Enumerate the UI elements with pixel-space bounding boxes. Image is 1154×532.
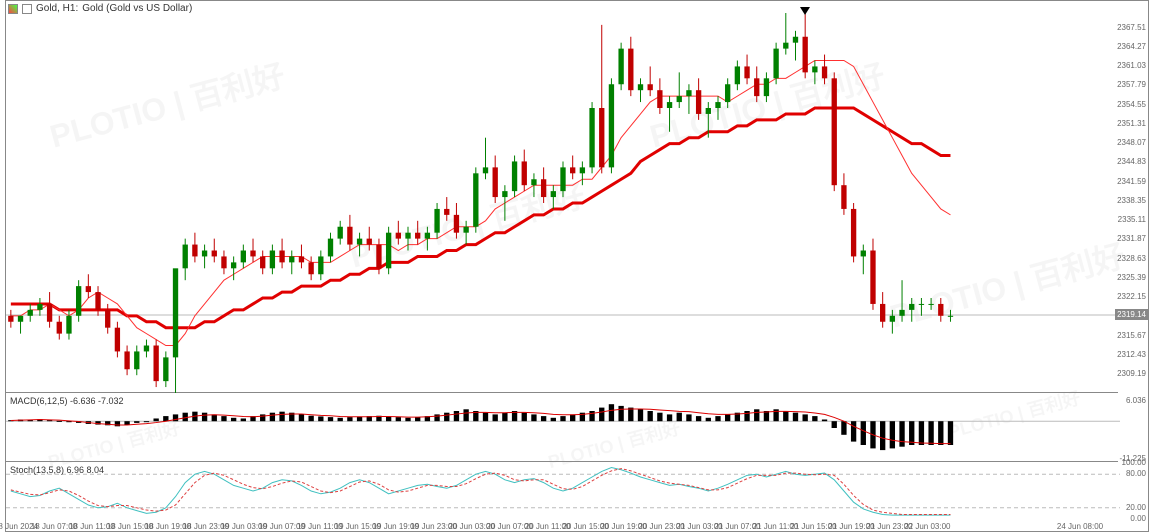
price-ytick: 2348.07	[1117, 138, 1146, 147]
price-ytick: 2338.35	[1117, 196, 1146, 205]
price-chart-svg	[6, 13, 1120, 393]
price-ytick: 2335.11	[1118, 215, 1146, 224]
chart-container: Gold, H1: Gold (Gold vs US Dollar) PLOTI…	[5, 0, 1149, 532]
macd-y-axis: 6.036-11.225	[1118, 394, 1148, 462]
price-ytick: 2312.43	[1117, 350, 1146, 359]
x-axis-label: 22 Jun 03:00	[904, 522, 950, 531]
macd-label: MACD(6,12,5) -6.636 -7.032	[10, 396, 124, 406]
x-axis-label: 24 Jun 08:00	[1057, 522, 1103, 531]
price-ytick: 2367.51	[1117, 23, 1146, 32]
time-axis: 18 Jun 202418 Jun 07:0018 Jun 11:0018 Ju…	[6, 519, 1118, 531]
price-ytick: 2364.27	[1117, 42, 1146, 51]
macd-panel[interactable]: MACD(6,12,5) -6.636 -7.032	[6, 394, 1118, 462]
price-ytick: 2309.19	[1117, 369, 1146, 378]
stoch-label: Stoch(13,5,8) 6.96 8.04	[10, 465, 104, 475]
price-ytick: 2344.83	[1117, 157, 1146, 166]
price-ytick: 2328.63	[1117, 254, 1146, 263]
zoom-icon[interactable]	[8, 4, 18, 14]
price-ytick: 2351.31	[1117, 119, 1146, 128]
price-ytick: 2325.39	[1117, 273, 1146, 282]
stoch-ytick: 100.00	[1122, 458, 1146, 467]
chart-type-icon[interactable]	[22, 4, 32, 14]
price-y-axis: 2309.19 2312.43 2315.67 2319.14 2322.15 2325.…	[1118, 13, 1148, 393]
macd-ytick: 6.036	[1126, 396, 1146, 405]
price-ytick: 2331.87	[1117, 234, 1146, 243]
price-ytick: 2315.67	[1117, 331, 1146, 340]
current-price-tag: 2319.14	[1115, 309, 1148, 320]
stoch-ytick: 20.00	[1126, 503, 1146, 512]
stoch-svg	[6, 463, 1120, 519]
down-arrow-marker	[800, 7, 810, 15]
price-chart-panel[interactable]	[6, 13, 1118, 393]
price-ytick: 2361.03	[1117, 61, 1146, 70]
price-ytick: 2322.15	[1117, 292, 1146, 301]
price-ytick: 2357.79	[1117, 80, 1146, 89]
price-ytick: 2354.55	[1117, 100, 1146, 109]
stoch-y-axis: 0.0020.0080.00100.00	[1118, 463, 1148, 519]
price-ytick: 2341.59	[1117, 177, 1146, 186]
macd-svg	[6, 394, 1120, 462]
stoch-ytick: 0.00	[1130, 514, 1146, 523]
stoch-panel[interactable]: Stoch(13,5,8) 6.96 8.04	[6, 463, 1118, 519]
stoch-ytick: 80.00	[1126, 469, 1146, 478]
